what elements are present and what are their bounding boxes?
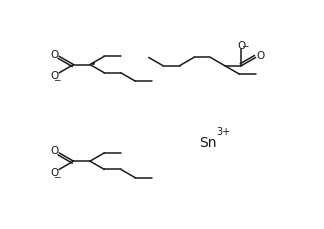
Text: •: • xyxy=(89,58,96,68)
Text: O: O xyxy=(50,71,58,81)
Text: O: O xyxy=(50,145,58,155)
Text: Sn: Sn xyxy=(199,135,216,149)
Text: −: − xyxy=(53,75,61,84)
Text: O: O xyxy=(257,50,265,60)
Text: O: O xyxy=(50,167,58,177)
Text: O: O xyxy=(237,41,246,51)
Text: −: − xyxy=(53,171,61,180)
Text: 3+: 3+ xyxy=(216,126,230,136)
Text: −: − xyxy=(241,41,249,50)
Text: O: O xyxy=(50,49,58,59)
